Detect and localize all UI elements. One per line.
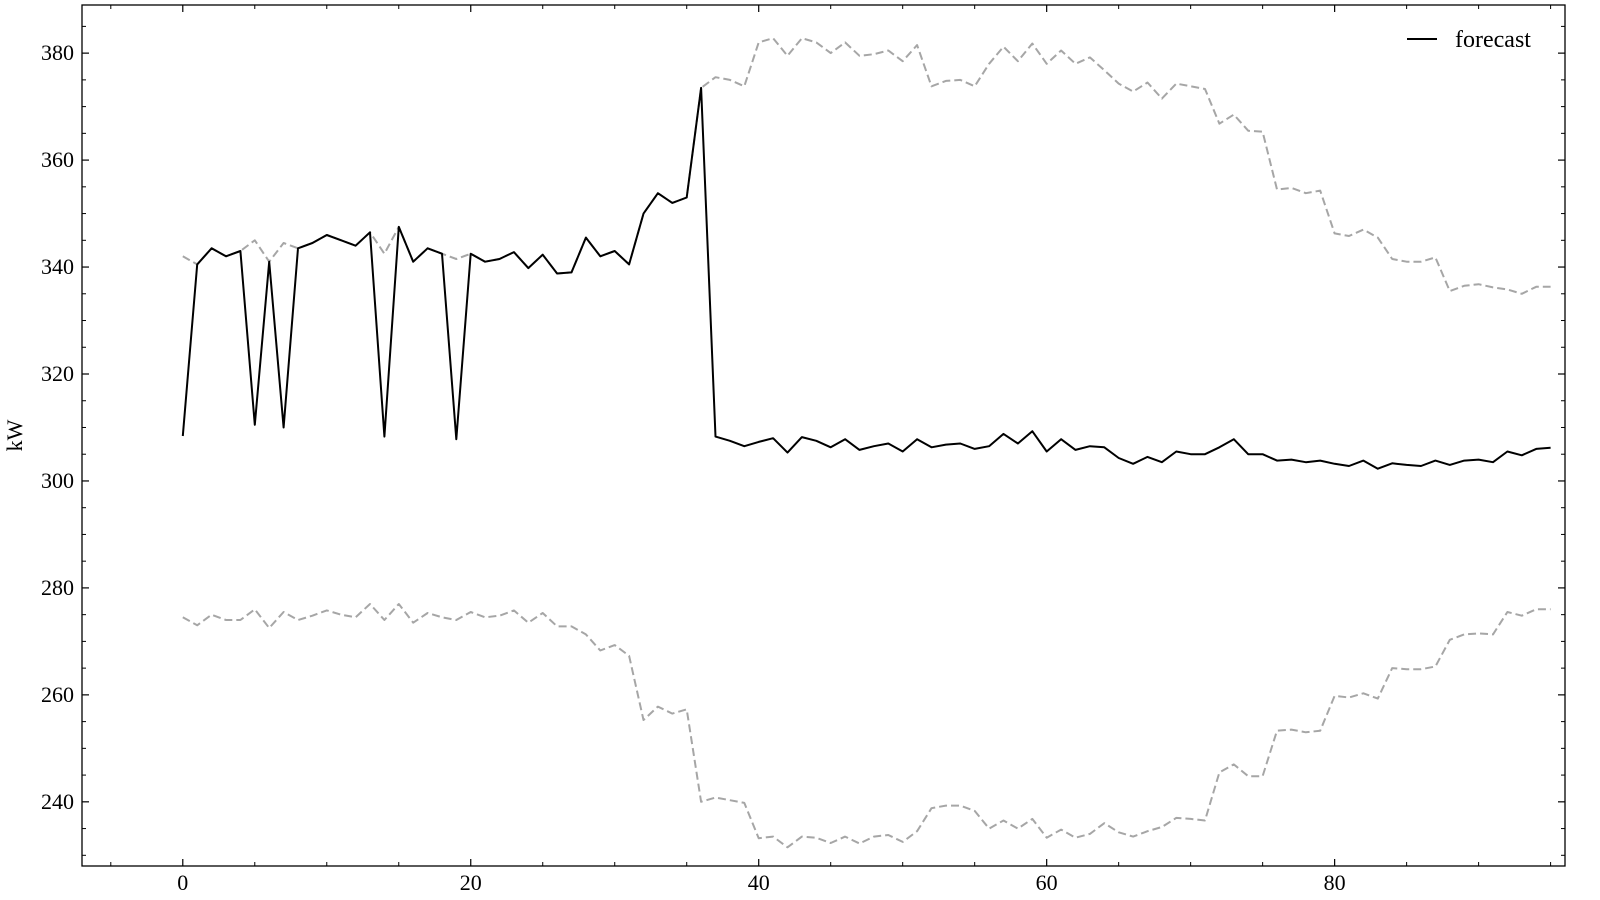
y-axis-label: kW [2,419,27,451]
x-tick-label: 60 [1036,870,1058,895]
ticks-layer: 0 20 40 60 80 240 260 280 300 320 340 360 380 [41,5,1565,895]
legend: forecast [1407,27,1531,53]
x-tick-label: 20 [460,870,482,895]
series-layer [181,37,1551,849]
y-tick-label: 360 [41,147,74,172]
y-tick-label: 380 [41,40,74,65]
series-line-bound-1 [182,37,1551,295]
y-tick-label: 340 [41,254,74,279]
y-tick-label: 280 [41,575,74,600]
y-tick-label: 260 [41,682,74,707]
plot-frame [81,4,1566,867]
y-tick-label: 240 [41,789,74,814]
series-line-bound-2 [182,603,1551,849]
x-tick-label: 0 [177,870,188,895]
x-tick-label: 40 [748,870,770,895]
series-line-forecast [181,86,1551,470]
x-tick-label: 80 [1324,870,1346,895]
y-tick-label: 320 [41,361,74,386]
y-tick-label: 300 [41,468,74,493]
legend-label-forecast: forecast [1455,27,1531,53]
